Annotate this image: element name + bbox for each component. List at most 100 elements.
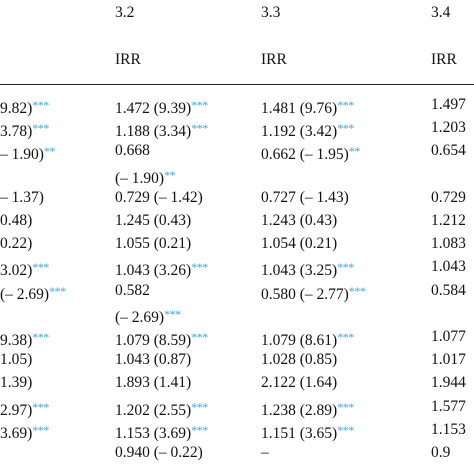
significance-stars: **: [348, 144, 361, 159]
table-cell: 0.662 (– 1.95)**: [261, 141, 360, 165]
significance-stars: ***: [191, 399, 208, 414]
cell-value: (– 2.69): [115, 308, 165, 326]
cell-value: (– 2.69): [0, 285, 50, 303]
table-cell: 1.043: [431, 258, 466, 276]
column-subheader: IRR: [261, 51, 287, 68]
cell-value: 9.38): [0, 332, 33, 349]
header-rule: [0, 84, 474, 85]
table-cell: 0.729 (– 1.42): [115, 188, 203, 206]
table-cell: – 1.37): [0, 188, 44, 206]
table-cell: (– 2.69)***: [115, 304, 181, 328]
table-cell: 1.079 (8.59)***: [115, 327, 208, 351]
cell-value: 0.580 (– 2.77): [261, 285, 349, 303]
cell-value: – 1.90): [0, 146, 44, 164]
cell-value: 3.02): [0, 262, 33, 280]
cell-value: 1.079 (8.59): [115, 332, 192, 349]
cell-value: 1.153 (3.69): [115, 424, 192, 442]
significance-stars: ***: [337, 330, 354, 344]
significance-stars: **: [43, 144, 56, 159]
table-cell: 1.055 (0.21): [115, 235, 192, 253]
table-cell: 2.97)***: [0, 397, 49, 421]
table-cell: 1.054 (0.21): [261, 235, 338, 253]
table-cell: 1.472 (9.39)***: [115, 95, 208, 119]
table-cell: 2.122 (1.64): [261, 374, 338, 392]
significance-stars: ***: [348, 283, 366, 298]
table-cell: 1.188 (3.34)***: [115, 118, 208, 142]
significance-stars: ***: [191, 98, 208, 112]
cell-value: 1.188 (3.34): [115, 123, 192, 141]
significance-stars: ***: [32, 399, 49, 414]
cell-value: 0.662 (– 1.95): [261, 146, 349, 164]
table-cell: 1.083: [431, 235, 466, 253]
column-subheader: IRR: [115, 51, 141, 68]
significance-stars: ***: [32, 330, 49, 344]
table-cell: 9.38)***: [0, 327, 49, 351]
table-cell: 1.212: [431, 212, 466, 229]
significance-stars: ***: [337, 399, 354, 414]
cell-value: 1.472 (9.39): [115, 100, 192, 117]
table-cell: 0.22): [0, 235, 33, 253]
significance-stars: ***: [32, 260, 49, 275]
table-cell: 1.151 (3.65)***: [261, 420, 354, 444]
table-cell: 1.497: [431, 96, 466, 113]
table-cell: 1.243 (0.43): [261, 212, 338, 229]
cell-value: 1.043 (3.25): [261, 262, 338, 280]
table-cell: 0.9: [431, 444, 451, 461]
table-cell: 1.079 (8.61)***: [261, 327, 354, 351]
table-cell: 1.05): [0, 351, 33, 369]
table-cell: 3.78)***: [0, 118, 49, 142]
significance-stars: **: [164, 167, 176, 182]
cell-value: 9.82): [0, 100, 33, 117]
table-cell: – 1.90)**: [0, 141, 55, 165]
cell-value: 1.043 (3.26): [115, 262, 192, 280]
table-cell: 1.028 (0.85): [261, 351, 338, 369]
significance-stars: ***: [32, 422, 49, 437]
significance-stars: ***: [32, 98, 49, 112]
column-subheader: IRR: [431, 51, 457, 68]
cell-value: (– 1.90): [115, 169, 165, 187]
significance-stars: ***: [191, 260, 208, 275]
table-cell: 0.668: [115, 142, 150, 160]
cell-value: 2.97): [0, 401, 33, 419]
table-cell: (– 1.90)**: [115, 165, 176, 189]
cell-value: 1.079 (8.61): [261, 332, 338, 349]
significance-stars: ***: [191, 121, 208, 136]
table-cell: 1.944: [431, 374, 466, 392]
significance-stars: ***: [337, 260, 354, 275]
table-cell: 1.153 (3.69)***: [115, 420, 208, 444]
table-cell: 1.043 (3.26)***: [115, 257, 208, 281]
table-cell: 1.893 (1.41): [115, 374, 192, 392]
table-cell: 3.69)***: [0, 420, 49, 444]
table-cell: –: [261, 444, 269, 461]
table-cell: 0.584: [431, 281, 466, 299]
cell-value: 1.238 (2.89): [261, 401, 338, 419]
table-cell: 9.82)***: [0, 95, 49, 119]
table-cell: 1.077: [431, 328, 466, 345]
table-cell: 0.727 (– 1.43): [261, 188, 349, 206]
cell-value: 1.151 (3.65): [261, 424, 338, 442]
table-cell: 3.02)***: [0, 257, 49, 281]
significance-stars: ***: [191, 422, 208, 437]
table-cell: 0.580 (– 2.77)***: [261, 281, 366, 305]
table-cell: 1.39): [0, 374, 33, 392]
table-cell: 1.245 (0.43): [115, 212, 192, 229]
table-cell: 0.582: [115, 281, 150, 299]
table-cell: (– 2.69)***: [0, 281, 66, 305]
column-header: 3.2: [115, 4, 135, 21]
table-cell: 0.654: [431, 142, 466, 160]
table-cell: 0.48): [0, 212, 33, 229]
significance-stars: ***: [191, 330, 208, 344]
table-cell: 1.153: [431, 420, 466, 438]
significance-stars: ***: [32, 121, 49, 136]
significance-stars: ***: [337, 422, 354, 437]
table-cell: 1.203: [431, 119, 466, 137]
significance-stars: ***: [49, 283, 66, 298]
table-cell: 1.238 (2.89)***: [261, 397, 354, 421]
significance-stars: ***: [337, 121, 354, 136]
column-header: 3.3: [261, 4, 281, 21]
table-cell: 1.481 (9.76)***: [261, 95, 354, 119]
cell-value: 1.192 (3.42): [261, 123, 338, 141]
cell-value: 1.202 (2.55): [115, 401, 192, 419]
column-header: 3.4: [431, 4, 451, 21]
